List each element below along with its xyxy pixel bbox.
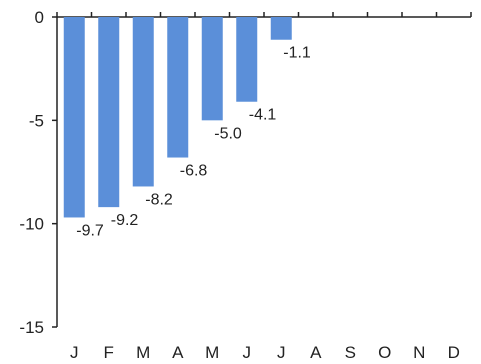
x-tick-label: S <box>345 343 356 362</box>
y-tick-label: -15 <box>19 318 44 337</box>
axes <box>52 12 472 328</box>
data-label: -8.2 <box>145 191 173 208</box>
data-label: -1.1 <box>283 45 311 62</box>
x-tick-label: M <box>205 343 219 362</box>
data-label: -9.7 <box>76 222 104 239</box>
data-labels: -9.7 -9.2 -8.2 -6.8 -5.0 -4.1 -1.1 <box>76 45 311 240</box>
data-label: -5.0 <box>214 125 242 142</box>
data-label: -9.2 <box>111 212 139 229</box>
bar <box>63 17 85 218</box>
x-tick-label: F <box>104 343 114 362</box>
data-label: -4.1 <box>249 107 277 124</box>
x-tick-label: O <box>378 343 391 362</box>
x-tick-label: M <box>136 343 150 362</box>
bars <box>63 17 292 218</box>
x-tick-label: J <box>70 343 79 362</box>
bar <box>270 17 292 40</box>
x-tick-label: A <box>310 343 322 362</box>
x-tick-label: D <box>448 343 460 362</box>
y-tick-label: -10 <box>19 215 44 234</box>
bar <box>201 17 223 121</box>
bar <box>167 17 189 158</box>
y-tick-label: -5 <box>29 111 44 130</box>
y-tick-label: 0 <box>35 8 44 27</box>
bar <box>132 17 154 187</box>
x-tick-label: N <box>413 343 425 362</box>
bar <box>98 17 120 208</box>
x-tick-label: J <box>243 343 252 362</box>
x-tick-label: J <box>277 343 286 362</box>
x-tick-label: A <box>172 343 184 362</box>
bar <box>236 17 258 102</box>
y-tick-labels: 0 -5 -10 -15 <box>19 8 44 337</box>
data-label: -6.8 <box>180 163 208 180</box>
